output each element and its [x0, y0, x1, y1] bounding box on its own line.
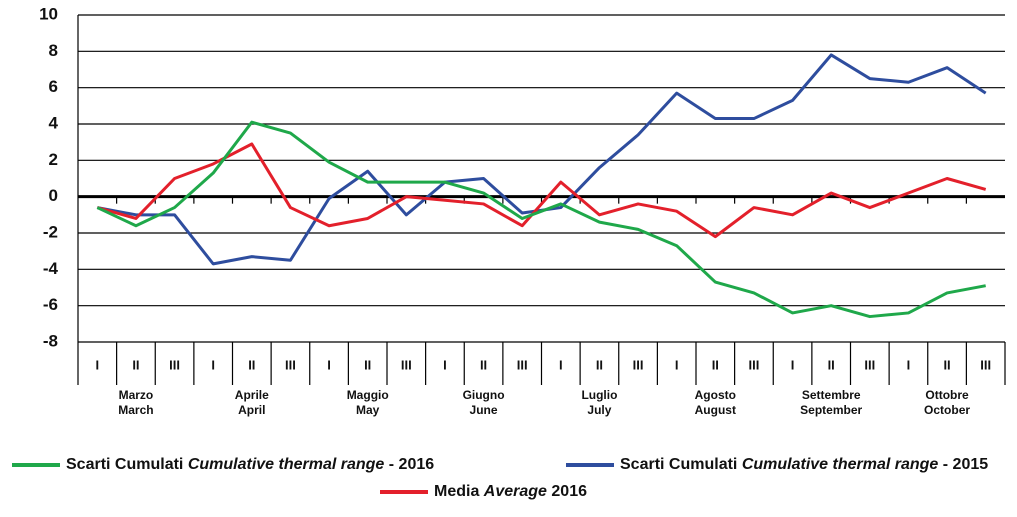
month-label-en: April [238, 403, 265, 417]
y-tick-label: -2 [43, 222, 58, 241]
x-tick-label: III [980, 357, 991, 372]
x-tick-label: II [828, 357, 835, 372]
legend-label-part: - 2016 [389, 456, 434, 473]
month-label: Maggio [347, 388, 389, 402]
x-tick-label: III [517, 357, 528, 372]
y-tick-label: 4 [49, 113, 59, 132]
month-label: Luglio [581, 388, 617, 402]
series-line [96, 142, 987, 239]
x-tick-label: I [96, 357, 100, 372]
x-tick-label: I [211, 357, 215, 372]
legend-label: Media Average 2016 [434, 483, 587, 500]
legend-label-part: Cumulative thermal range [742, 456, 939, 473]
legend-label-part: 2016 [551, 483, 587, 500]
x-tick-label: I [443, 357, 447, 372]
x-tick-label: III [749, 357, 760, 372]
month-label-en: August [695, 403, 736, 417]
x-tick-label: III [169, 357, 180, 372]
x-tick-label: I [675, 357, 679, 372]
month-label-en: March [118, 403, 153, 417]
y-tick-label: 6 [49, 77, 58, 96]
legend-label-part: Scarti Cumulati [66, 456, 183, 473]
legend-label-part: Media [434, 483, 479, 500]
legend-label-part: Average [483, 483, 547, 500]
x-tick-label: III [864, 357, 875, 372]
y-tick-label: 8 [49, 41, 58, 60]
x-tick-label: III [633, 357, 644, 372]
x-tick-label: I [907, 357, 911, 372]
x-tick-label: II [248, 357, 255, 372]
x-tick-label: II [596, 357, 603, 372]
x-tick-label: II [364, 357, 371, 372]
month-label-en: July [587, 403, 611, 417]
x-tick-label: III [401, 357, 412, 372]
y-tick-label: -8 [43, 331, 58, 350]
legend-label-part: Scarti Cumulati [620, 456, 737, 473]
legend-label-part: Cumulative thermal range [188, 456, 385, 473]
series-line [96, 120, 986, 319]
x-tick-label: II [712, 357, 719, 372]
y-tick-label: -4 [43, 259, 59, 278]
x-tick-label: II [132, 357, 139, 372]
y-tick-label: 2 [49, 150, 58, 169]
legend-label: Scarti Cumulati Cumulative thermal range… [620, 456, 988, 473]
legend-label: Scarti Cumulati Cumulative thermal range… [66, 456, 434, 473]
month-label: Ottobre [925, 388, 969, 402]
month-label-en: June [470, 403, 498, 417]
x-tick-label: III [285, 357, 296, 372]
month-label: Settembre [802, 388, 861, 402]
x-tick-label: II [943, 357, 950, 372]
y-tick-label: -6 [43, 295, 58, 314]
month-label-en: September [800, 403, 862, 417]
legend-label-part: - 2015 [943, 456, 988, 473]
x-tick-label: I [791, 357, 795, 372]
x-tick-label: I [559, 357, 563, 372]
month-label: Agosto [695, 388, 736, 402]
month-label-en: May [356, 403, 380, 417]
month-label: Giugno [463, 388, 505, 402]
month-label: Marzo [119, 388, 154, 402]
month-label: Aprile [235, 388, 269, 402]
x-tick-label: I [327, 357, 331, 372]
y-tick-label: 0 [49, 186, 58, 205]
month-label-en: October [924, 403, 970, 417]
x-tick-label: II [480, 357, 487, 372]
y-tick-label: 10 [39, 4, 58, 23]
